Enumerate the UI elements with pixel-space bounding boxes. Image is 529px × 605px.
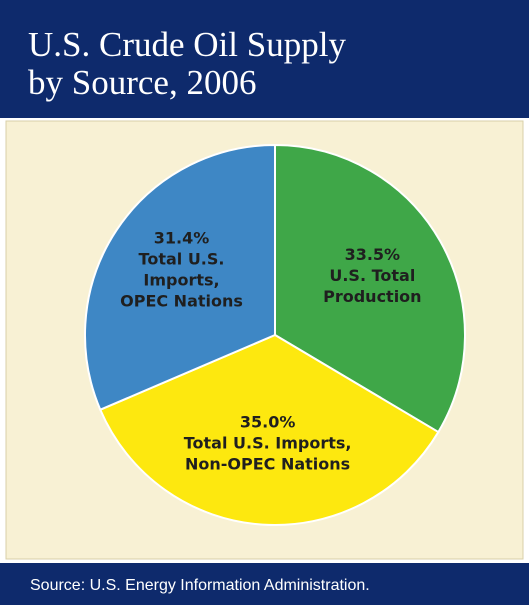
pie-slice xyxy=(274,143,466,434)
text-line: U.S. Total xyxy=(329,266,415,285)
text-line: Non-OPEC Nations xyxy=(185,454,350,473)
header xyxy=(0,0,529,118)
pie-slice xyxy=(84,143,276,412)
chart-title: U.S. Crude Oil Supply by Source, 2006 xyxy=(28,25,346,102)
text-line: Total U.S. xyxy=(139,249,225,268)
data-label: 35.0% xyxy=(240,412,296,431)
source: Source: U.S. Energy Information Administ… xyxy=(30,577,370,594)
text-line: U.S. Crude Oil Supply xyxy=(28,25,346,64)
pie-slice xyxy=(98,333,440,526)
text-line: Imports, xyxy=(143,270,219,289)
text-line: Total U.S. Imports, xyxy=(184,433,352,452)
slice-label: Total U.S. Imports, OPEC Nations xyxy=(120,249,243,310)
data-label: 31.4% xyxy=(154,228,210,247)
text-line: Production xyxy=(323,287,421,306)
data-label: 33.5% xyxy=(345,245,401,264)
footer xyxy=(0,563,529,605)
text-line: by Source, 2006 xyxy=(28,63,256,102)
text-line: OPEC Nations xyxy=(120,291,243,310)
slice-label: Total U.S. Imports, Non-OPEC Nations xyxy=(184,433,352,473)
slice-label: U.S. Total Production xyxy=(323,266,421,306)
